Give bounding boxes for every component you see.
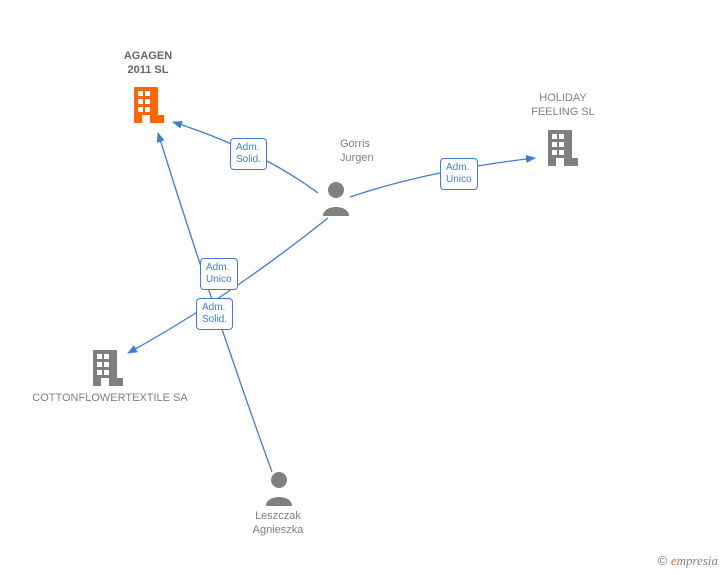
- brand-rest: mpresia: [677, 553, 718, 568]
- node-holiday-label: HOLIDAY FEELING SL: [518, 92, 608, 120]
- building-icon: [130, 85, 166, 125]
- node-cotton[interactable]: [87, 348, 127, 393]
- copyright-symbol: ©: [658, 553, 668, 568]
- edge-label-gorris-agagen: Adm. Solid.: [230, 138, 267, 170]
- node-agagen[interactable]: [128, 85, 168, 130]
- node-holiday[interactable]: [542, 128, 582, 173]
- building-icon: [544, 128, 580, 168]
- building-icon: [89, 348, 125, 388]
- copyright: © empresia: [658, 553, 718, 569]
- person-icon: [321, 180, 351, 216]
- edge-label-leszczak-agagen: Adm. Solid.: [196, 298, 233, 330]
- node-agagen-label: AGAGEN 2011 SL: [108, 50, 188, 78]
- node-leszczak-label: Leszczak Agnieszka: [238, 510, 318, 538]
- edges-layer: [0, 0, 728, 575]
- diagram-canvas: AGAGEN 2011 SL HOLIDAY FEELING SL: [0, 0, 728, 575]
- node-leszczak[interactable]: [263, 470, 295, 511]
- node-gorris[interactable]: [320, 180, 352, 221]
- person-icon: [264, 470, 294, 506]
- node-cotton-label: COTTONFLOWERTEXTILE SA: [20, 392, 200, 406]
- node-gorris-label: Gorris Jurgen: [340, 138, 410, 166]
- edge-label-gorris-holiday: Adm. Unico: [440, 158, 478, 190]
- edge-label-gorris-cotton: Adm. Unico: [200, 258, 238, 290]
